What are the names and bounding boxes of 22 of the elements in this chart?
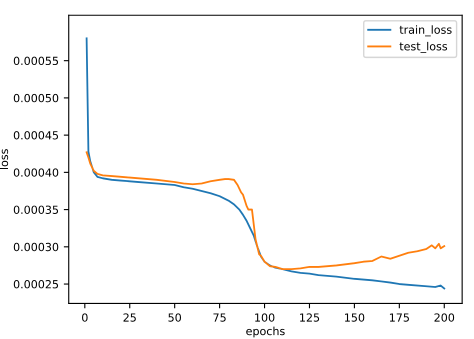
y-tick-label: 0.00040 (14, 168, 58, 177)
x-tick-label: 200 (434, 313, 454, 322)
x-tick-label: 50 (168, 313, 182, 322)
y-tick-label: 0.00055 (14, 56, 58, 66)
y-axis-title: loss (0, 149, 8, 170)
x-tick-label: 125 (300, 313, 320, 322)
x-tick-label: 25 (123, 313, 136, 322)
y-tick-label: 0.00030 (14, 242, 58, 252)
x-axis-title: epochs (246, 326, 285, 338)
legend-label: train_loss (400, 25, 452, 36)
y-tick-label: 0.00050 (14, 94, 58, 102)
legend-label: test_loss (400, 42, 448, 53)
y-tick-label: 0.00035 (14, 206, 58, 214)
line-series (86, 151, 446, 270)
x-tick-label: 100 (255, 313, 274, 322)
x-tick-label: 175 (390, 313, 409, 322)
x-tick-label: 75 (213, 313, 226, 322)
line-series (86, 37, 446, 290)
x-tick-label: 150 (345, 313, 364, 322)
y-tick-label: 0.00045 (14, 131, 58, 140)
y-tick-label: 0.00025 (14, 280, 58, 288)
x-tick-label: 0 (82, 313, 88, 322)
